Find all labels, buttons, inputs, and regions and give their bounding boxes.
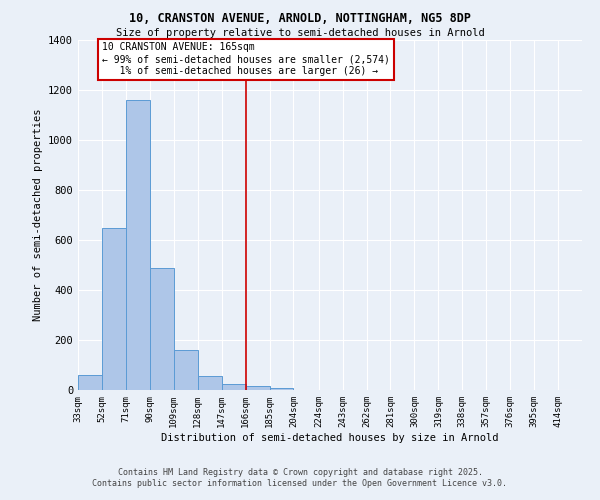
- Text: 10, CRANSTON AVENUE, ARNOLD, NOTTINGHAM, NG5 8DP: 10, CRANSTON AVENUE, ARNOLD, NOTTINGHAM,…: [129, 12, 471, 26]
- Bar: [245, 386, 269, 390]
- Bar: [78, 375, 102, 390]
- Bar: [126, 100, 150, 390]
- Y-axis label: Number of semi-detached properties: Number of semi-detached properties: [32, 109, 43, 322]
- Bar: [221, 384, 245, 390]
- Text: 10 CRANSTON AVENUE: 165sqm
← 99% of semi-detached houses are smaller (2,574)
   : 10 CRANSTON AVENUE: 165sqm ← 99% of semi…: [102, 42, 390, 76]
- Bar: [150, 268, 174, 390]
- Text: Contains HM Land Registry data © Crown copyright and database right 2025.
Contai: Contains HM Land Registry data © Crown c…: [92, 468, 508, 487]
- Bar: [269, 388, 293, 390]
- X-axis label: Distribution of semi-detached houses by size in Arnold: Distribution of semi-detached houses by …: [161, 432, 499, 442]
- Bar: [198, 376, 221, 390]
- Bar: [174, 350, 198, 390]
- Bar: [102, 228, 126, 390]
- Text: Size of property relative to semi-detached houses in Arnold: Size of property relative to semi-detach…: [116, 28, 484, 38]
